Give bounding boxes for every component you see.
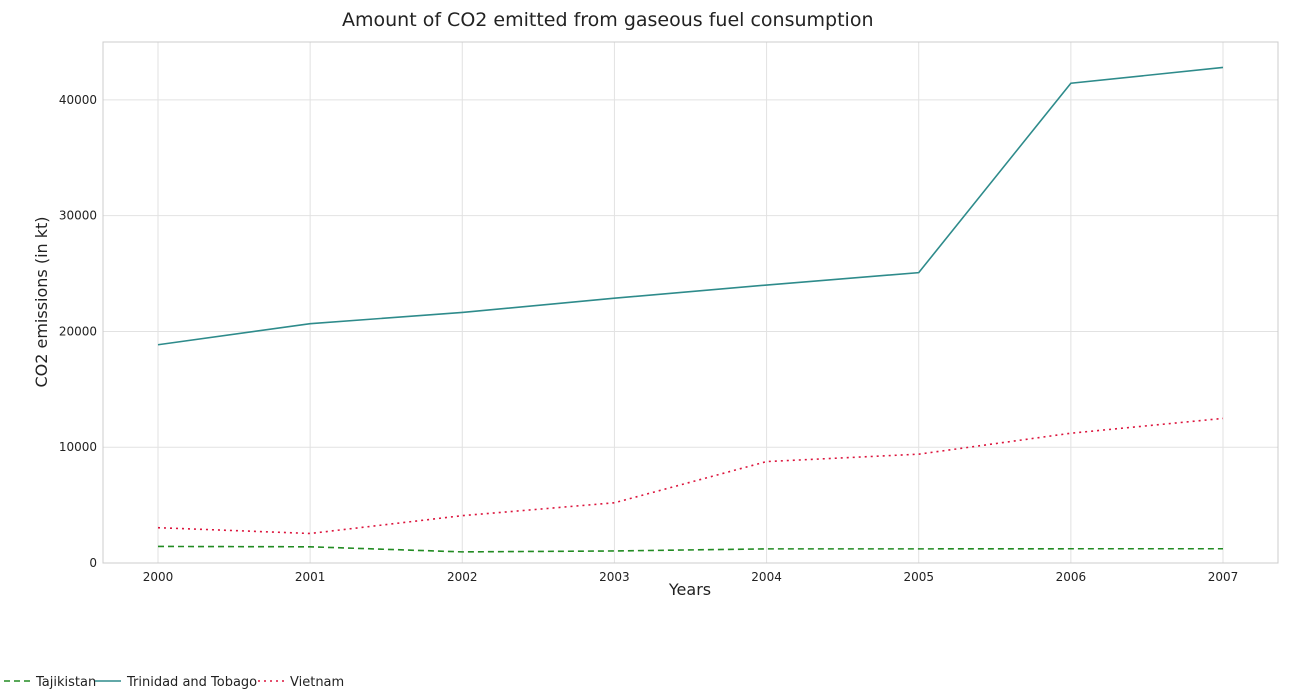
x-tick-label: 2001 [295,570,326,584]
legend-label: Vietnam [290,675,344,690]
grid [103,42,1278,564]
series-line-vietnam [157,417,1224,535]
x-tick-label: 2002 [447,570,478,584]
y-tick-label: 30000 [59,209,97,223]
legend: Tajikistan Trinidad and Tobago Vietnam [4,675,344,690]
series-line-tajikistan [157,545,1223,553]
series [157,66,1224,553]
x-tick-label: 2005 [903,570,934,584]
chart-title: Amount of CO2 emitted from gaseous fuel … [342,9,873,31]
x-tick-label: 2003 [599,570,630,584]
x-tick-label: 2000 [143,570,174,584]
x-tick-label: 2007 [1208,570,1239,584]
axis-ticks: 0 10000 20000 30000 40000 2000 2001 2002 2003 200… [59,93,1238,584]
legend-label: Trinidad and Tobago [126,675,257,690]
x-tick-label: 2006 [1056,570,1087,584]
series-line-trinidad-and-tobago [157,66,1224,346]
x-tick-label: 2004 [751,570,782,584]
plot-frame [102,41,1279,564]
y-tick-label: 0 [89,556,97,570]
y-tick-label: 10000 [59,440,97,454]
y-axis-label: CO2 emissions (in kt) [32,216,51,387]
y-tick-label: 40000 [59,93,97,107]
x-axis-label: Years [668,580,711,599]
y-tick-label: 20000 [59,324,97,338]
legend-label: Tajikistan [35,675,96,690]
